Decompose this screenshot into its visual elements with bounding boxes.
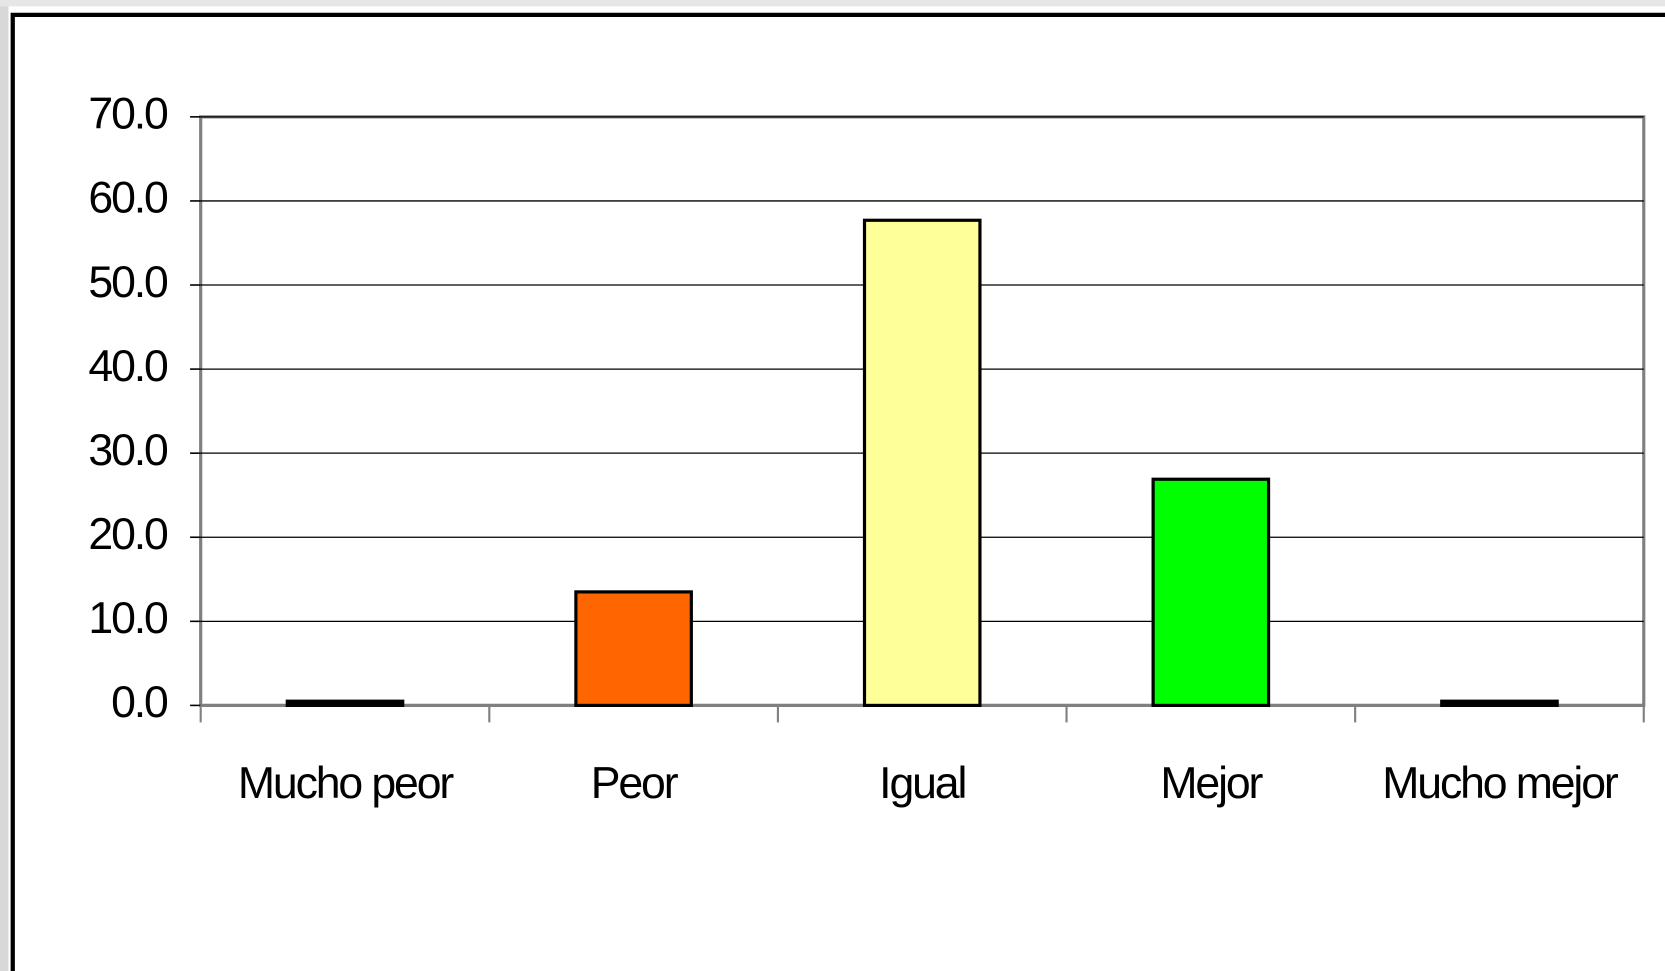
x-tick-label: Peor xyxy=(591,759,679,808)
x-tick-label: Mucho mejor xyxy=(1382,759,1619,808)
x-tick-label: Mejor xyxy=(1160,759,1263,808)
y-tick-label: 40.0 xyxy=(88,342,168,391)
window-edge xyxy=(0,0,9,971)
y-tick-label: 10.0 xyxy=(88,594,168,643)
bar xyxy=(574,590,693,708)
y-tick-label: 50.0 xyxy=(88,258,168,307)
bar xyxy=(285,699,405,708)
chart-frame xyxy=(10,12,1665,971)
bar xyxy=(862,218,982,708)
y-tick-label: 70.0 xyxy=(88,90,168,139)
bar xyxy=(1440,699,1559,708)
y-tick-label: 60.0 xyxy=(88,174,168,223)
y-tick-label: 0.0 xyxy=(111,678,168,727)
x-tick-label: Igual xyxy=(879,759,965,808)
x-tick-label: Mucho peor xyxy=(238,759,454,808)
y-tick-label: 30.0 xyxy=(88,426,168,475)
bar xyxy=(1151,477,1271,708)
window-edge xyxy=(0,0,1665,7)
y-tick-label: 20.0 xyxy=(88,510,168,559)
